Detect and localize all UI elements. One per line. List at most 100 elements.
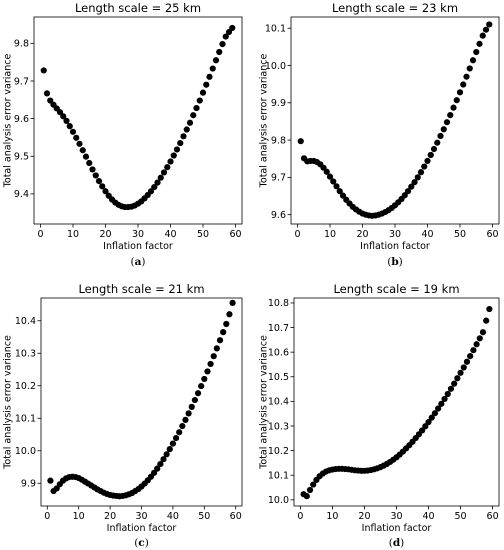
data-point [60, 113, 67, 120]
y-tick-label: 10.1 [268, 471, 289, 482]
data-point [408, 183, 415, 190]
x-tick-label: 10 [73, 511, 85, 522]
data-point [453, 97, 460, 104]
data-point [86, 159, 93, 167]
y-tick-label: 9.4 [14, 189, 29, 200]
panel-caption: (d) [389, 537, 405, 549]
y-tick-label: 10.4 [268, 397, 289, 408]
data-point [463, 358, 471, 365]
y-tick-label: 9.9 [21, 479, 36, 490]
y-tick-label: 10.1 [265, 23, 286, 34]
data-point [219, 40, 226, 48]
data-point [476, 40, 483, 47]
y-tick-label: 9.9 [271, 98, 286, 109]
chart-title: Length scale = 21 km [78, 282, 204, 296]
x-tick-label: 10 [67, 229, 79, 240]
data-point [431, 410, 439, 417]
data-point [440, 126, 447, 133]
panel-caption-open: ( [389, 537, 393, 549]
data-point [188, 403, 195, 410]
data-point [463, 73, 470, 80]
data-point [73, 134, 80, 141]
data-point [447, 385, 455, 392]
data-point [466, 65, 473, 72]
data-point [457, 369, 464, 376]
data-point [451, 380, 458, 387]
x-tick-label: 50 [454, 229, 466, 240]
data-point [422, 423, 429, 430]
x-tick-label: 60 [487, 511, 499, 522]
chart-panel-d: Length scale = 19 km 0 10 20 30 40 50 60 10.0 10.… [259, 282, 500, 549]
data-point [169, 440, 177, 447]
data-point [486, 305, 493, 313]
data-point [176, 429, 183, 436]
data-point [157, 174, 164, 181]
data-point [473, 48, 480, 56]
data-point [229, 24, 236, 32]
y-tick-label: 10.1 [15, 414, 36, 425]
x-tick-label: 0 [294, 229, 300, 240]
data-point [177, 139, 184, 147]
data-point [167, 158, 174, 165]
data-point [207, 360, 214, 368]
y-tick-label: 10.5 [268, 372, 289, 383]
y-tick-label: 9.8 [271, 135, 286, 146]
data-point [164, 164, 171, 171]
data-point [226, 311, 233, 318]
x-tick-label: 10 [326, 511, 338, 522]
panel-caption-close: ) [145, 537, 149, 549]
data-point [404, 188, 412, 195]
data-point [201, 375, 208, 383]
x-axis-label: Inflation factor [103, 241, 173, 252]
x-tick-label: 0 [37, 229, 43, 240]
data-point [196, 97, 203, 104]
chart-panel-c: Length scale = 21 km 0 10 20 30 40 50 60 9.9 10.0… [3, 282, 243, 549]
data-point [443, 119, 451, 126]
y-tick-label: 10.2 [15, 381, 36, 392]
data-point [203, 81, 210, 88]
data-point [76, 140, 83, 147]
x-tick-label: 20 [104, 511, 116, 522]
data-point [66, 123, 73, 130]
data-point [454, 375, 461, 382]
data-point [437, 132, 444, 140]
data-point [467, 352, 474, 360]
data-point [172, 434, 180, 442]
data-point [310, 481, 317, 488]
x-tick-label: 60 [486, 229, 498, 240]
panel-caption-letter: c [138, 537, 144, 549]
x-tick-label: 30 [389, 229, 401, 240]
data-point [424, 157, 431, 165]
y-tick-label: 10.4 [15, 316, 36, 327]
data-point [216, 337, 224, 344]
data-point [441, 395, 448, 403]
y-axis-label: Total analysis error variance [259, 54, 270, 189]
x-tick-label: 0 [297, 511, 303, 522]
data-point [306, 486, 314, 494]
data-point [69, 128, 77, 135]
data-point [154, 179, 161, 186]
data-point [47, 477, 54, 484]
data-point [160, 169, 168, 176]
data-point [456, 89, 464, 96]
data-point [154, 465, 161, 472]
data-point [323, 168, 330, 175]
data-point [469, 57, 477, 64]
y-tick-label: 9.5 [14, 152, 29, 163]
x-tick-label: 50 [455, 511, 467, 522]
data-point [191, 396, 198, 404]
y-tick-label: 9.8 [14, 39, 29, 50]
panel-caption-close: ) [399, 256, 403, 268]
data-point [425, 418, 432, 426]
data-point [444, 390, 451, 398]
x-tick-label: 50 [197, 229, 209, 240]
data-point [486, 21, 493, 28]
y-tick-label: 10.3 [268, 421, 289, 432]
plot-frame [290, 16, 500, 225]
chart-panel-a: Length scale = 25 km 0 10 20 30 40 50 60 9.4 9.5 9… [3, 1, 243, 268]
data-point [209, 65, 216, 72]
panel-caption-open: ( [134, 537, 138, 549]
data-points [47, 299, 236, 500]
y-axis-label: Total analysis error variance [259, 335, 270, 470]
